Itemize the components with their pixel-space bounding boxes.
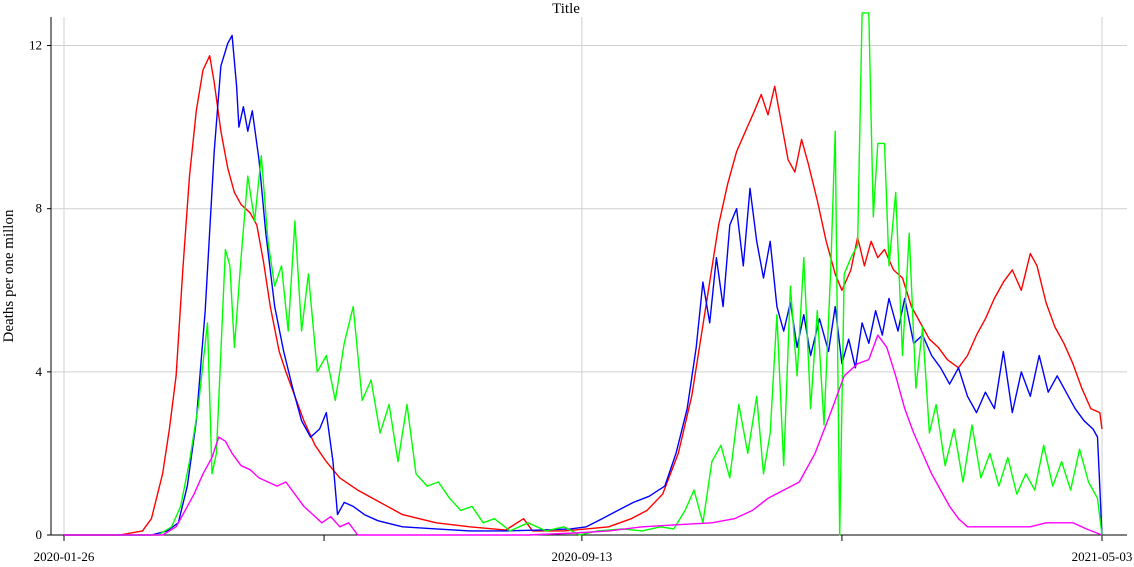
series-line-2 (64, 34, 1103, 536)
series-group (64, 12, 1103, 536)
y-axis-label: Deaths per one millon (1, 209, 17, 342)
x-tick-label: 2021-05-03 (1072, 549, 1133, 564)
series-line-3 (64, 12, 1103, 536)
y-tick-label: 4 (36, 364, 43, 379)
y-tick-label: 8 (36, 201, 43, 216)
tick-labels: 0 4 8 12 2020-01-26 2020-09-13 2021-05-03 (29, 38, 1132, 564)
x-tick-label: 2020-09-13 (552, 549, 613, 564)
series-line-4 (64, 334, 1103, 536)
series-line-1 (64, 55, 1103, 536)
chart-title: Title (552, 1, 580, 17)
y-tick-label: 0 (36, 527, 43, 542)
y-tick-label: 12 (29, 38, 42, 53)
axes (47, 17, 1127, 541)
x-tick-label: 2020-01-26 (34, 549, 95, 564)
